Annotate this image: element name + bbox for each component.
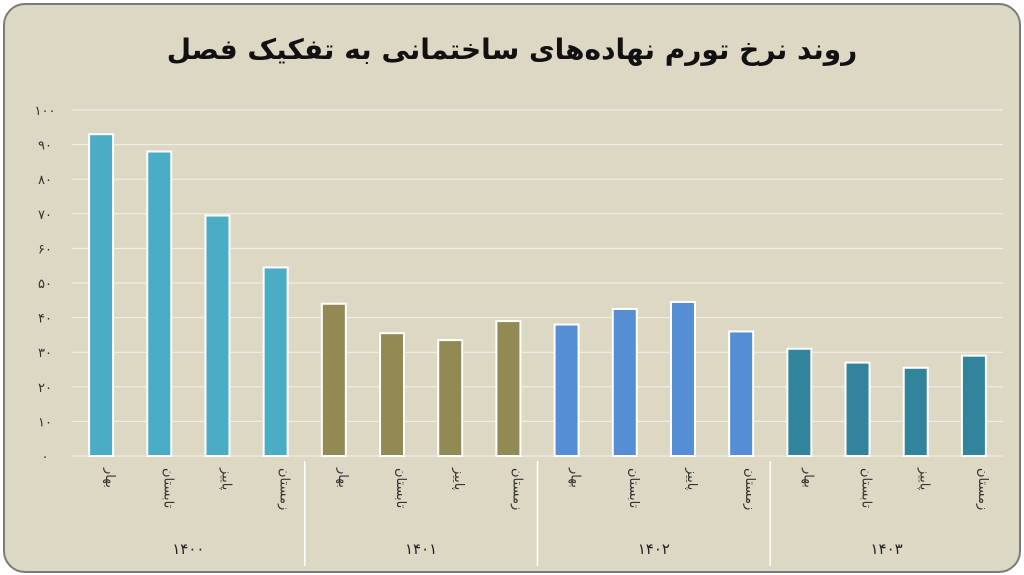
category-label: زمستان xyxy=(277,468,292,510)
bar xyxy=(902,366,929,457)
y-tick-label: ۲۰ xyxy=(38,381,52,396)
category-label: پاییز xyxy=(451,467,466,491)
y-tick-label: ۱۰ xyxy=(38,415,52,430)
y-tick-label: ۸۰ xyxy=(38,173,52,188)
bar xyxy=(495,320,522,457)
category-label: پاییز xyxy=(684,467,699,491)
group-label: ۱۴۰۲ xyxy=(638,540,670,558)
bar xyxy=(728,330,755,457)
y-tick-label: ۶۰ xyxy=(38,242,52,257)
category-label: زمستان xyxy=(509,468,524,510)
group-label: ۱۴۰۱ xyxy=(405,540,437,558)
category-label: پاییز xyxy=(218,467,233,491)
bar xyxy=(669,301,696,457)
bar xyxy=(262,266,289,457)
category-label: تابستان xyxy=(393,468,408,509)
y-tick-label: ۳۰ xyxy=(38,346,52,361)
bar xyxy=(960,354,987,457)
bar xyxy=(844,361,871,457)
category-label: تابستان xyxy=(859,468,874,509)
category-label: زمستان xyxy=(742,468,757,510)
bar xyxy=(437,339,464,457)
category-label: زمستان xyxy=(975,468,990,510)
y-tick-label: ۱۰۰ xyxy=(35,104,56,119)
chart-title: روند نرخ تورم نهاده‌های ساختمانی به تفکی… xyxy=(166,33,858,66)
bar xyxy=(611,307,638,458)
category-label: تابستان xyxy=(626,468,641,509)
category-label: پاییز xyxy=(917,467,932,491)
y-tick-label: ۰ xyxy=(42,450,49,465)
bar-chart: ۰ ۱۰ ۲۰ ۳۰ ۴۰ ۵۰ ۶۰ ۷۰ ۸۰ ۹۰ ۱۰۰ بهار تابستان پاییز زم… xyxy=(35,104,1003,566)
category-label: بهار xyxy=(335,467,350,488)
y-tick-label: ۵۰ xyxy=(38,277,52,292)
bar xyxy=(146,150,173,458)
bar xyxy=(320,302,347,458)
bar xyxy=(553,323,580,457)
y-tick-label: ۴۰ xyxy=(38,312,52,327)
bar xyxy=(786,347,813,457)
category-label: تابستان xyxy=(160,468,175,509)
bar xyxy=(88,133,115,457)
bar xyxy=(379,332,406,458)
category-label: بهار xyxy=(102,467,117,488)
bar xyxy=(204,214,231,457)
y-tick-label: ۷۰ xyxy=(38,208,52,223)
y-tick-label: ۹۰ xyxy=(38,139,52,154)
category-label: بهار xyxy=(568,467,583,488)
group-label: ۱۴۰۳ xyxy=(871,540,903,558)
group-label: ۱۴۰۰ xyxy=(172,540,204,558)
category-label: بهار xyxy=(800,467,815,488)
chart-frame: روند نرخ تورم نهاده‌های ساختمانی به تفکی… xyxy=(3,3,1021,573)
